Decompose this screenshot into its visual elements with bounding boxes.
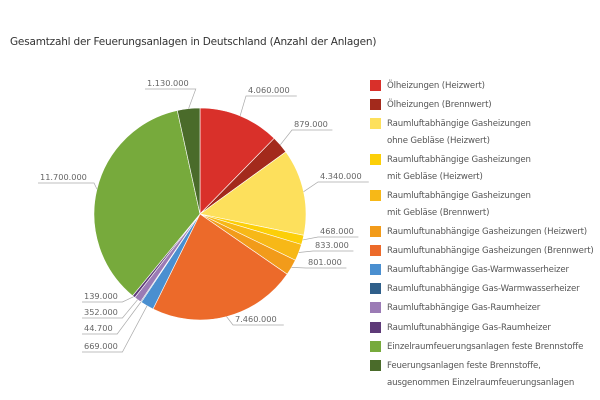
data-label: 352.000 xyxy=(84,307,118,317)
legend-item: Ölheizungen (Brennwert) xyxy=(370,97,600,114)
data-label: 44.700 xyxy=(84,323,113,333)
legend-swatch xyxy=(370,189,381,201)
legend-item: Einzelraumfeuerungsanlagen feste Brennst… xyxy=(370,339,600,356)
legend-swatch xyxy=(370,264,381,276)
leader-line xyxy=(298,250,354,253)
legend-item: Raumluftabhängige Gasheizungen ohne Gebl… xyxy=(370,116,600,149)
legend-label: Raumluftunabhängige Gas-Warmwasserheizer xyxy=(387,284,580,295)
legend-item: Raumluftunabhängige Gasheizungen (Brennw… xyxy=(370,243,600,260)
legend-swatch xyxy=(370,302,381,314)
legend-swatch xyxy=(370,154,381,166)
legend-label: Raumluftabhängige Gasheizungen mit Geblä… xyxy=(387,190,531,218)
legend-item: Raumluftunabhängige Gasheizungen (Heizwe… xyxy=(370,224,600,241)
leader-line xyxy=(226,316,284,326)
leader-line xyxy=(239,95,297,116)
legend-label: Raumluftunabhängige Gasheizungen (Brennw… xyxy=(387,245,594,256)
legend-label: Ölheizungen (Heizwert) xyxy=(387,81,485,91)
legend-label: Raumluftabhängige Gas-Raumheizer xyxy=(387,303,541,314)
legend-swatch xyxy=(370,321,381,333)
leader-line xyxy=(38,182,98,190)
data-label: 669.000 xyxy=(84,341,118,351)
data-label: 801.000 xyxy=(308,257,342,267)
legend-item: Raumluftunabhängige Gas-Raumheizer xyxy=(370,320,600,337)
leader-line xyxy=(145,88,197,109)
legend-swatch xyxy=(370,283,381,295)
data-label: 4.060.000 xyxy=(248,85,290,95)
legend-item: Feuerungsanlagen feste Brennstoffe, ausg… xyxy=(370,358,600,391)
legend-swatch xyxy=(370,99,381,111)
data-label: 879.000 xyxy=(294,119,328,129)
data-label: 4.340.000 xyxy=(320,171,362,181)
legend-label: Raumluftunabhängige Gas-Raumheizer xyxy=(387,322,551,333)
legend-label: Einzelraumfeuerungsanlagen feste Brennst… xyxy=(387,341,584,352)
data-label: 1.130.000 xyxy=(147,78,189,88)
legend-swatch xyxy=(370,360,381,372)
legend-item: Raumluftabhängige Gas-Warmwasserheizer xyxy=(370,262,600,279)
legend-label: Raumluftabhängige Gasheizungen mit Geblä… xyxy=(387,155,531,182)
legend-swatch xyxy=(370,340,381,352)
leader-line xyxy=(82,296,134,303)
legend-item: Raumluftunabhängige Gas-Warmwasserheizer xyxy=(370,281,600,298)
leader-line xyxy=(280,129,333,146)
legend-swatch xyxy=(370,244,381,256)
data-label: 139.000 xyxy=(84,291,118,301)
legend-item: Raumluftabhängige Gasheizungen mit Geblä… xyxy=(370,152,600,185)
legend-item: Raumluftabhängige Gas-Raumheizer xyxy=(370,300,600,317)
leader-line xyxy=(82,305,148,353)
chart-title: Gesamtzahl der Feuerungsanlagen in Deuts… xyxy=(10,36,377,48)
leader-line xyxy=(82,301,142,335)
leader-line xyxy=(82,299,138,319)
legend: Ölheizungen (Heizwert) Ölheizungen (Brenn… xyxy=(370,78,600,394)
data-label: 833.000 xyxy=(315,240,349,250)
leader-line xyxy=(291,267,347,269)
legend-swatch xyxy=(370,118,381,130)
legend-label: Raumluftabhängige Gasheizungen ohne Gebl… xyxy=(387,119,531,146)
leader-line xyxy=(303,181,369,192)
pie-slice xyxy=(152,213,288,321)
legend-label: Feuerungsanlagen feste Brennstoffe, ausg… xyxy=(387,361,575,388)
legend-label: Raumluftunabhängige Gasheizungen (Heizwe… xyxy=(387,226,588,237)
legend-swatch xyxy=(370,225,381,237)
legend-item: Raumluftabhängige Gasheizungen mit Geblä… xyxy=(370,188,600,221)
leader-line xyxy=(302,236,359,241)
legend-swatch xyxy=(370,80,381,91)
pie-slice xyxy=(199,151,307,236)
legend-label: Ölheizungen (Brennwert) xyxy=(387,100,492,111)
legend-label: Raumluftabhängige Gas-Warmwasserheizer xyxy=(387,265,569,276)
data-label: 468.000 xyxy=(320,226,354,236)
legend-item: Ölheizungen (Heizwert) xyxy=(370,78,600,95)
data-label: 7.460.000 xyxy=(235,314,277,324)
data-label: 11.700.000 xyxy=(40,172,87,182)
